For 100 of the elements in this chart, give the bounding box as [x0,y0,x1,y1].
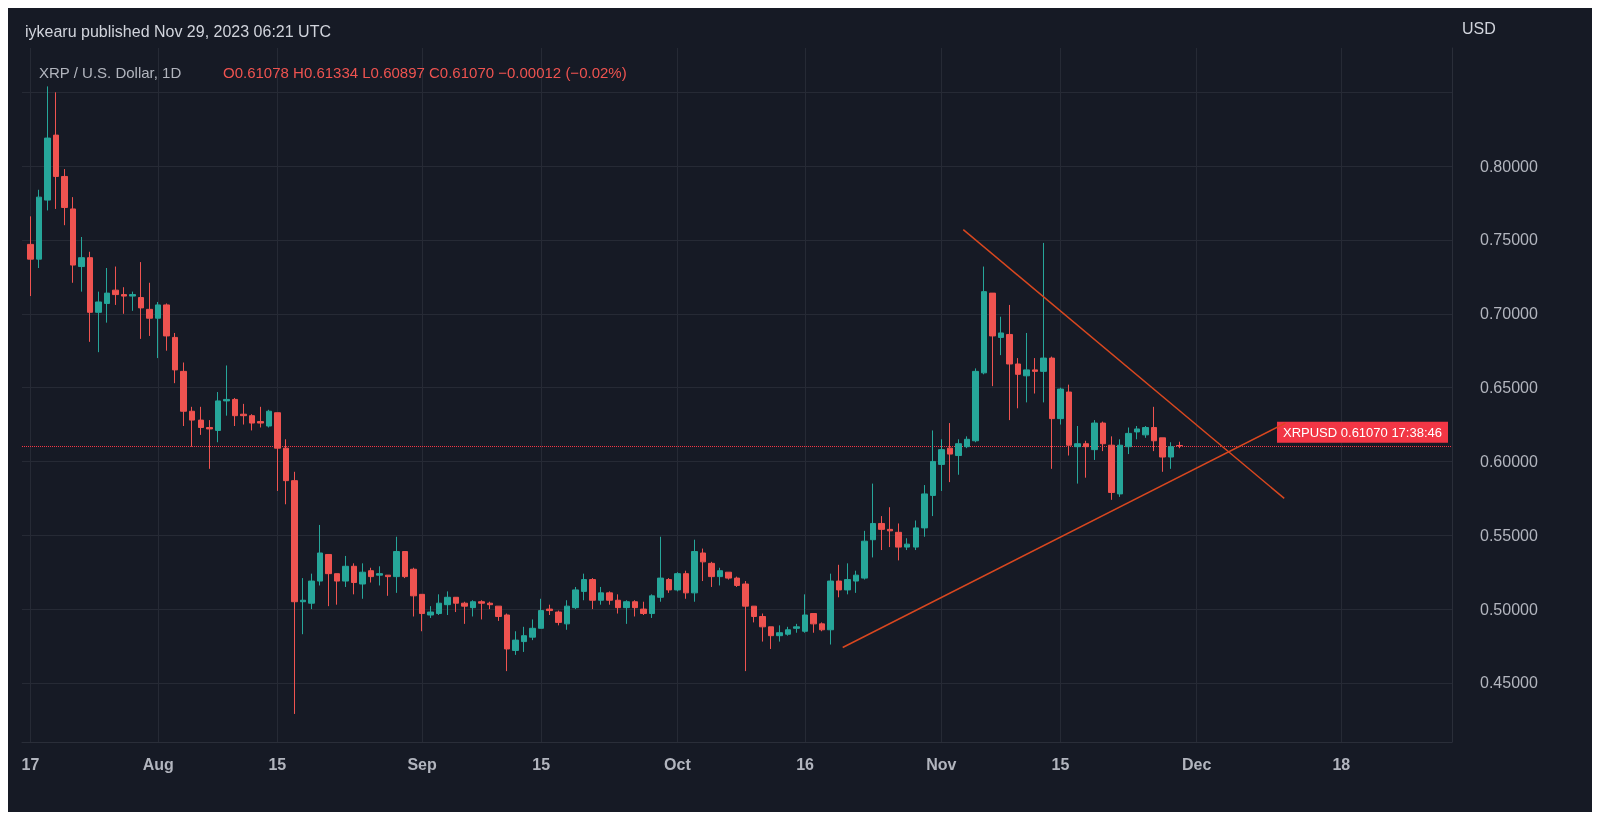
y-tick-label: 0.70000 [1480,305,1538,323]
candlestick [870,483,876,558]
candlestick [819,621,825,632]
candlestick [810,613,817,634]
candlestick [581,573,587,601]
candlestick [385,574,391,597]
candlestick [393,536,400,594]
candlestick [972,367,979,443]
candlestick [1040,242,1047,403]
candlestick [1032,357,1038,395]
candlestick [657,536,664,603]
candlestick [1168,441,1174,470]
candlestick [470,599,476,617]
candlestick [70,196,76,284]
x-tick-label: Aug [142,755,174,773]
candlestick [964,435,970,449]
candlestick [913,520,919,551]
candlestick [240,403,247,426]
candlestick [436,593,442,616]
candlestick [478,599,485,620]
candlestick [666,577,672,594]
candlestick [649,593,655,619]
candlestick [1151,406,1157,452]
candlestick [427,605,434,619]
candlestick [930,429,936,517]
candlestick [121,286,127,315]
candlestick [1159,437,1166,473]
candlestick [606,590,613,606]
candlestick [734,576,740,588]
candlestick [172,332,178,384]
candlestick [742,580,749,672]
candlestick [938,438,945,492]
candlestick [895,522,902,561]
candlestick [504,613,510,672]
candlestick [981,266,987,375]
y-tick-label: 0.65000 [1480,379,1538,397]
candlestick [419,593,425,632]
candlestick [376,565,383,586]
candlestick [836,564,842,598]
candlestick [1176,441,1183,449]
candlestick [146,282,153,337]
x-tick-label: 15 [268,755,287,773]
candlestick [163,302,170,352]
candlestick [1074,425,1081,485]
candlestick [589,577,596,610]
candlestick [359,562,366,600]
candlestick [1066,384,1072,457]
candlestick [61,168,68,226]
candlestick [683,570,689,600]
candlestick [444,590,451,616]
candlestick [1108,435,1115,501]
x-tick-label: Dec [1181,755,1212,773]
candlestick [317,524,323,586]
candlestick [1142,425,1149,439]
candlestick [155,301,161,359]
candlestick [955,438,962,476]
candlestick [402,551,408,579]
candlestick [632,599,638,617]
candlestick [564,599,570,631]
candlestick [878,515,885,551]
candlestick [615,593,621,615]
candlestick [1057,387,1064,426]
candlestick [283,438,289,505]
candlestick [334,573,340,606]
candlestick [1049,356,1055,470]
x-tick-label: 17 [21,755,40,773]
y-tick-label: 0.60000 [1480,452,1538,470]
candlestick [793,623,800,634]
candlestick [87,251,93,343]
candlestick [904,537,910,551]
candlestick [700,548,706,582]
candlestick [249,413,255,431]
candlestick [95,291,102,353]
candlestick [1083,440,1089,479]
y-tick-label: 0.45000 [1480,674,1538,692]
candlestick [1015,357,1021,409]
y-axis-title: USD [1462,19,1496,37]
candlestick [487,601,493,610]
candlestick [844,562,851,595]
candlestick [215,391,221,443]
candlestick [708,561,715,588]
candlestick [725,571,732,581]
candlestick [232,397,238,427]
candlestick [598,586,604,606]
candlestick [555,610,562,626]
candlestick [529,618,536,641]
candlestick [861,530,868,581]
candlestick [257,406,264,428]
x-tick-label: 16 [796,755,815,773]
candlestick [759,613,766,643]
candlestick [853,570,859,594]
x-tick-label: 15 [532,755,551,773]
candlestick [768,626,774,650]
candlestick [546,604,553,616]
candlestick [104,267,110,324]
candlestick [461,601,468,625]
candlestick [180,362,187,427]
candlestick [640,601,647,616]
text: XRP / U.S. Dollar, 1D [39,64,182,81]
candlestick [453,596,459,613]
